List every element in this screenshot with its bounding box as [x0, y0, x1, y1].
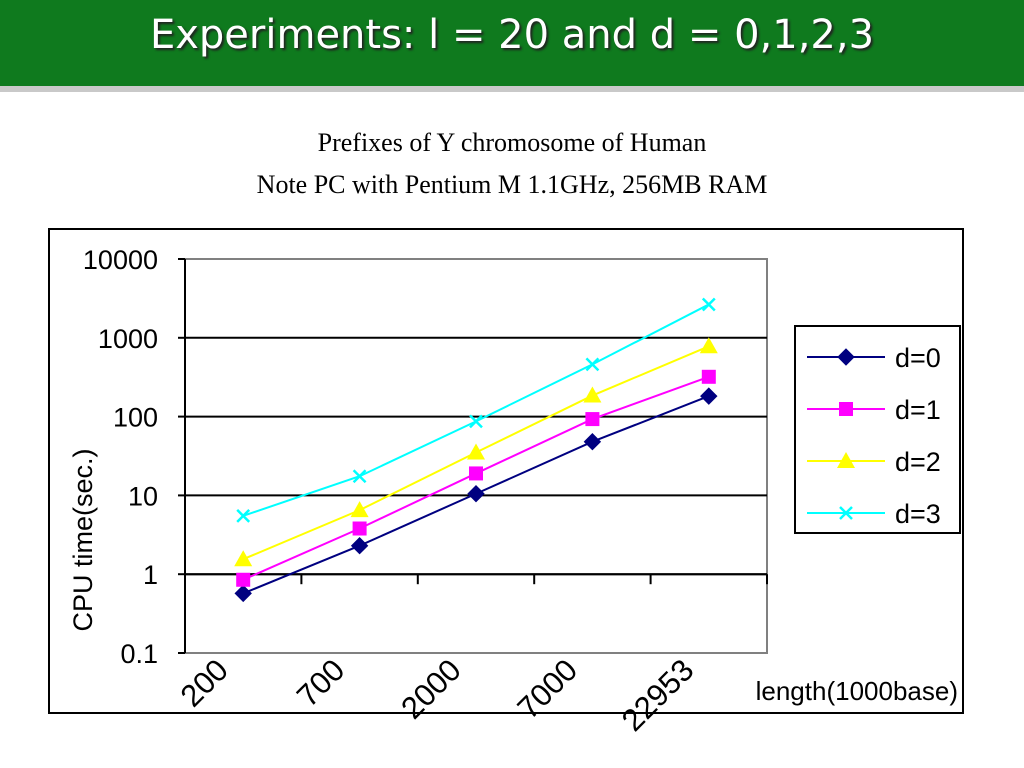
data-point-d2	[699, 337, 718, 354]
data-point-d3-stroke	[585, 357, 600, 372]
data-point-d1	[701, 369, 716, 384]
data-point-d2	[583, 386, 602, 403]
data-point-d3	[701, 297, 716, 312]
data-point-d3-stroke	[701, 297, 716, 312]
data-point-d3	[469, 414, 483, 429]
data-point-d0	[234, 584, 252, 603]
y-tick-label: 1000	[98, 324, 158, 354]
data-point-d0	[700, 387, 718, 405]
legend-marker	[837, 452, 855, 468]
data-point-d1	[585, 412, 600, 427]
y-tick-label: 1	[143, 560, 158, 590]
data-point-d3	[585, 357, 600, 372]
legend-marker	[837, 348, 855, 366]
data-point-d2	[467, 443, 485, 460]
legend-box	[794, 325, 961, 534]
x-tick-label: 7000	[511, 652, 585, 726]
legend-marker	[839, 506, 853, 520]
slide-header	[0, 0, 1024, 86]
data-point-d1	[352, 521, 367, 536]
legend-label: d=0	[895, 343, 941, 373]
legend-marker-stroke	[839, 506, 853, 520]
x-axis-title: length(1000base)	[756, 676, 958, 706]
chart-subtitle-line2: Note PC with Pentium M 1.1GHz, 256MB RAM	[256, 170, 768, 199]
data-point-d2	[234, 550, 253, 567]
y-tick-label: 10000	[83, 245, 158, 275]
data-point-d3	[236, 508, 251, 523]
data-point-d2	[350, 501, 369, 518]
legend-marker	[839, 402, 853, 416]
data-point-d3-stroke	[469, 414, 483, 429]
data-point-d3-stroke	[236, 508, 251, 523]
data-point-d3	[352, 469, 367, 484]
y-axis-title: CPU time(sec.)	[68, 448, 98, 631]
y-tick-label: 0.1	[120, 639, 158, 669]
y-tick-label: 100	[113, 403, 158, 433]
header-shadow	[0, 86, 1024, 92]
chart-frame	[48, 228, 964, 714]
legend-label: d=1	[895, 395, 941, 425]
data-point-d0	[583, 433, 602, 451]
data-point-d3-stroke	[352, 469, 367, 484]
x-tick-label: 2000	[394, 652, 468, 726]
chart-subtitle-line1: Prefixes of Y chromosome of Human	[317, 128, 707, 157]
slide-title: Experiments: l = 20 and d = 0,1,2,3	[149, 12, 875, 58]
legend-label: d=2	[895, 447, 941, 477]
y-tick-label: 10	[128, 481, 158, 511]
legend-label: d=3	[895, 499, 941, 529]
x-tick-label: 200	[174, 652, 235, 713]
data-point-d1	[469, 466, 483, 481]
data-point-d0	[467, 485, 485, 503]
x-tick-label: 22953	[615, 652, 701, 738]
data-point-d1	[236, 572, 251, 587]
data-point-d0	[350, 536, 369, 555]
x-tick-label: 700	[290, 652, 351, 713]
